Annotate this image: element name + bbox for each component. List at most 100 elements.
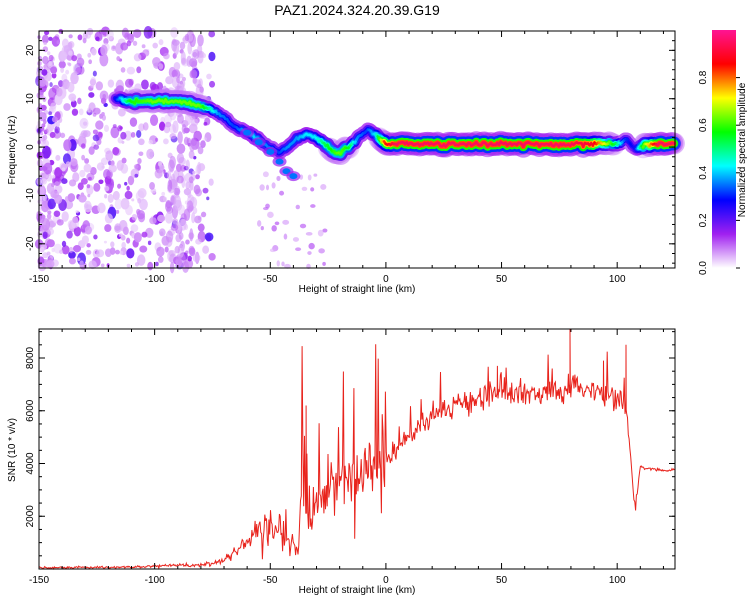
spectral-noise-blob [75,210,79,214]
spectral-noise-blob [54,125,60,134]
spectral-noise-blob [56,87,63,97]
spectral-noise-blob [88,176,92,181]
spectral-noise-blob [192,207,198,215]
spectral-noise-blob [49,131,56,139]
snr-x-axis: -150 -100 -50 0 50 100 [29,329,664,586]
spectral-noise-blob [86,243,91,248]
spectral-noise-blob [155,261,159,267]
spectral-noise-blob [283,233,288,240]
spectrogram-x-axis: -150 -100 -50 0 50 100 [29,31,664,285]
spectral-noise-blob [128,86,136,96]
spectral-noise-blob [189,70,195,79]
spectral-noise-blob [195,84,204,99]
spectral-noise-blob [60,67,65,73]
spectral-noise-blob [120,42,129,51]
spectral-noise-blob [180,51,186,64]
spectral-noise-blob [177,131,183,144]
spectral-noise-blob [93,182,101,192]
spectrogram-x-axis-label: Height of straight line (km) [299,284,416,295]
spectral-noise-blob [169,253,177,264]
ridge-blob [275,158,284,165]
spectral-noise-blob [194,215,202,224]
spectral-noise-blob [100,97,107,105]
spectral-noise-blob [86,27,94,36]
spectral-noise-blob [55,154,61,161]
spectral-noise-blob [163,125,171,134]
spectral-noise-blob [61,167,66,172]
spectral-noise-blob [96,162,105,171]
spectral-noise-blob [110,241,115,248]
spectral-noise-blob [41,34,49,44]
spectral-noise-blob [188,245,195,255]
spectral-noise-blob [158,39,164,46]
spectral-noise-blob [120,67,126,73]
spectral-noise-blob [208,253,216,261]
spectral-noise-blob [78,194,87,203]
spectral-noise-blob [274,221,280,226]
spectral-noise-blob [40,104,47,111]
spectral-noise-blob [204,117,211,126]
spectral-noise-blob [161,191,166,197]
spectral-noise-blob [186,55,192,68]
spectral-noise-blob [197,223,205,232]
spectral-noise-blob [141,44,146,49]
spectral-noise-blob [142,122,149,131]
spectral-noise-blob [38,103,42,107]
spectral-noise-blob [203,137,207,142]
spectral-noise-blob [187,255,192,262]
spectral-noise-blob [38,78,47,87]
snr-y-axis: 2000 4000 6000 8000 [25,331,675,570]
spectral-noise-blob [54,181,60,187]
spectral-noise-blob [310,187,315,192]
spectral-noise-blob [94,31,103,42]
spectral-noise-blob [70,99,77,108]
spectral-noise-blob [126,185,130,191]
spectral-noise-blob [204,232,214,242]
spectral-noise-blob [180,79,186,88]
x-tick-label: 0 [383,274,389,285]
spectral-noise-blob [165,76,174,85]
spectral-noise-blob [93,234,98,240]
spectral-noise-blob [146,148,155,160]
spectral-noise-blob [271,225,277,232]
spectral-noise-blob [96,249,105,258]
spectral-noise-blob [158,121,166,131]
spectral-noise-blob [47,210,52,215]
spectral-noise-blob [147,261,154,271]
spectrogram-heatmap [34,26,685,274]
spectral-noise-blob [118,233,123,238]
spectral-noise-blob [190,137,197,146]
spectral-noise-blob [149,182,155,190]
spectral-noise-blob [84,158,90,164]
spectral-noise-blob [180,218,187,231]
spectral-noise-blob [176,143,186,154]
spectral-noise-blob [173,62,181,71]
spectral-noise-blob [162,196,168,203]
spectral-noise-blob [42,231,48,240]
spectral-noise-blob [200,211,207,218]
spectral-noise-blob [158,63,164,70]
ridge-blob [243,129,252,136]
spectral-noise-blob [138,138,145,146]
spectral-noise-blob [174,245,181,254]
spectral-noise-blob [39,246,45,253]
spectral-noise-blob [104,224,112,233]
spectral-noise-blob [77,97,82,105]
spectral-noise-blob [133,232,142,243]
spectral-noise-blob [83,200,92,213]
spectral-noise-blob [172,218,179,225]
spectral-noise-blob [190,61,198,68]
spectral-noise-blob [202,245,210,254]
spectral-noise-blob [308,242,315,250]
spectral-noise-blob [322,228,328,233]
spectral-noise-blob [208,51,216,62]
x-tick-label: -100 [145,575,165,586]
spectral-noise-blob [101,112,105,117]
spectral-noise-blob [82,37,87,44]
spectral-noise-blob [68,34,73,39]
spectral-noise-blob [206,196,210,201]
spectral-noise-blob [133,164,139,170]
spectral-noise-blob [43,162,53,175]
spectral-noise-blob [68,246,74,254]
